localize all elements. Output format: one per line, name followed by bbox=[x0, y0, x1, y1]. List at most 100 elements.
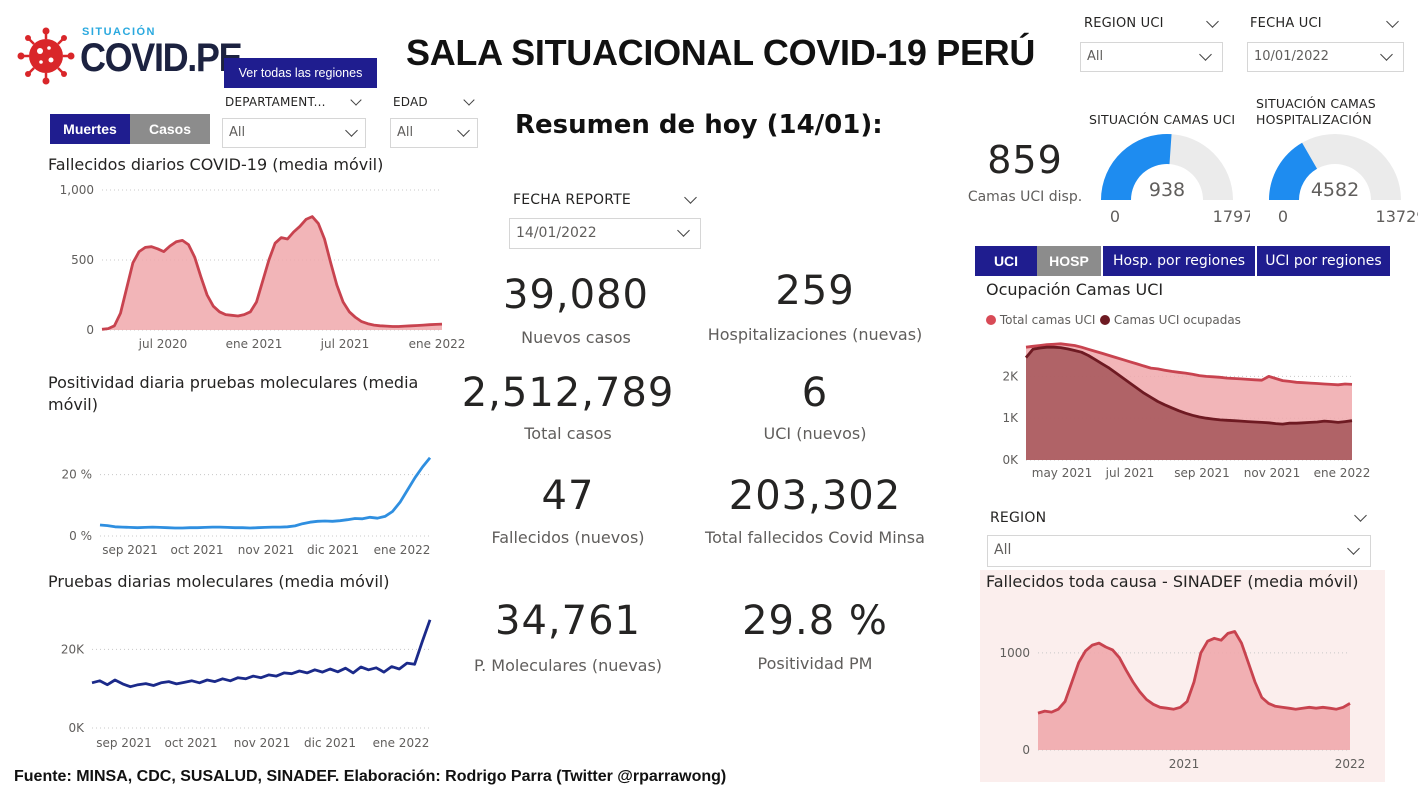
y-tick-label: 1,000 bbox=[60, 183, 94, 197]
tab-hosp[interactable]: HOSP bbox=[1037, 246, 1101, 276]
chevron-down-icon bbox=[677, 224, 690, 237]
series-line-0 bbox=[91, 619, 432, 689]
x-tick-label: jul 2020 bbox=[138, 337, 188, 351]
tab-hosp-por-regiones[interactable]: Hosp. por regiones bbox=[1103, 246, 1255, 276]
region-uci-dropdown[interactable]: All bbox=[1080, 42, 1223, 72]
area-0 bbox=[102, 216, 442, 330]
chevron-down-icon bbox=[1347, 542, 1360, 555]
fecha-uci-value: 10/01/2022 bbox=[1254, 49, 1329, 64]
y-tick-label: 0 bbox=[1022, 743, 1030, 757]
x-tick-label: oct 2021 bbox=[171, 543, 224, 557]
edad-value: All bbox=[397, 125, 414, 140]
gauge-max: 1797 bbox=[1213, 207, 1250, 226]
y-tick-label: 0 bbox=[86, 323, 94, 337]
kpi-uci-value: 6 bbox=[801, 370, 829, 416]
x-tick-label: may 2021 bbox=[1032, 466, 1093, 480]
y-tick-label: 0 % bbox=[69, 529, 92, 543]
see-all-regions-button[interactable]: Ver todas las regiones bbox=[224, 58, 377, 88]
chevron-down-icon[interactable] bbox=[1206, 15, 1219, 28]
chevron-down-icon bbox=[457, 124, 470, 137]
summary-title: Resumen de hoy (14/01): bbox=[515, 110, 883, 140]
kpi-positividad-label: Positividad PM bbox=[757, 654, 873, 673]
kpi-nuevos-casos-value: 39,080 bbox=[503, 272, 649, 318]
sinadef-chart: 0 1000 2021 2022 bbox=[999, 630, 1366, 771]
departamento-value: All bbox=[229, 125, 246, 140]
fecha-reporte-dropdown[interactable]: 14/01/2022 bbox=[509, 218, 701, 249]
legend-camas-ocupadas-label: Camas UCI ocupadas bbox=[1113, 313, 1241, 327]
legend-dot-icon bbox=[986, 315, 996, 325]
tab-uci-por-regiones[interactable]: UCI por regiones bbox=[1257, 246, 1390, 276]
chevron-down-icon[interactable] bbox=[463, 94, 475, 106]
positividad-chart-title: Positividad diaria pruebas moleculares (… bbox=[48, 373, 419, 414]
kpi-hospitalizaciones-label: Hospitalizaciones (nuevas) bbox=[707, 325, 923, 344]
series-line-0 bbox=[1037, 630, 1351, 715]
chevron-down-icon[interactable] bbox=[1386, 15, 1399, 28]
x-tick-label: sep 2021 bbox=[102, 543, 158, 557]
edad-label: EDAD bbox=[393, 95, 428, 109]
logo-big-text: COVID.PE bbox=[80, 36, 243, 80]
y-tick-label: 20K bbox=[61, 642, 85, 656]
legend-dot-icon bbox=[1100, 315, 1110, 325]
region-dropdown[interactable]: All bbox=[987, 535, 1371, 567]
gauge-min: 0 bbox=[1278, 207, 1288, 226]
x-tick-label: ene 2022 bbox=[373, 736, 430, 750]
positividad-chart: 0 % 20 % sep 2021 oct 2021 nov 2021 dic 2021 e… bbox=[62, 456, 432, 557]
chevron-down-icon[interactable] bbox=[684, 191, 697, 204]
fallecidos-chart: 0 500 1,000 jul 2020 ene 2021 jul 2021 ene 202… bbox=[60, 183, 466, 351]
kpi-nuevos-casos-label: Nuevos casos bbox=[521, 328, 631, 347]
fallecidos-chart-title: Fallecidos diarios COVID-19 (media móvil… bbox=[48, 155, 384, 174]
gauge-hosp-title-1: SITUACIÓN CAMAS bbox=[1256, 96, 1376, 111]
chevron-down-icon bbox=[345, 124, 358, 137]
edad-dropdown[interactable]: All bbox=[390, 118, 478, 148]
fecha-uci-label: FECHA UCI bbox=[1250, 16, 1322, 31]
ocupacion-uci-title: Ocupación Camas UCI bbox=[986, 280, 1164, 299]
chevron-down-icon[interactable] bbox=[1354, 509, 1367, 522]
x-tick-label: 2022 bbox=[1335, 757, 1366, 771]
kpi-positividad-value: 29.8 % bbox=[742, 598, 888, 644]
tab-uci[interactable]: UCI bbox=[975, 246, 1037, 276]
gauge-hosp: 4582 0 13729 bbox=[1269, 134, 1418, 226]
region-uci-label: REGION UCI bbox=[1084, 16, 1164, 31]
casos-toggle[interactable]: Casos bbox=[130, 114, 210, 144]
ocupacion-uci-chart: 0K 1K 2K may 2021 jul 2021 sep 2021 nov 2021 en… bbox=[1002, 342, 1370, 480]
kpi-moleculares-value: 34,761 bbox=[495, 598, 641, 644]
logo-small-text: SITUACIÓN bbox=[82, 26, 156, 38]
chevron-down-icon bbox=[1199, 48, 1212, 61]
region-label: REGION bbox=[990, 510, 1047, 526]
region-uci-value: All bbox=[1087, 49, 1104, 64]
kpi-fallecidos-label: Fallecidos (nuevos) bbox=[491, 528, 645, 547]
area-0 bbox=[1038, 631, 1350, 750]
series-line-1 bbox=[1024, 345, 1353, 426]
kpi-uci-label: UCI (nuevos) bbox=[763, 424, 867, 443]
series-line-0 bbox=[99, 456, 432, 530]
sinadef-chart-title: Fallecidos toda causa - SINADEF (media m… bbox=[986, 572, 1359, 591]
gauge-min: 0 bbox=[1110, 207, 1120, 226]
x-tick-label: dic 2021 bbox=[307, 543, 359, 557]
uci-available-label: Camas UCI disp. bbox=[967, 189, 1083, 205]
series-area-1 bbox=[1026, 347, 1352, 460]
legend-total-camas-label: Total camas UCI bbox=[999, 313, 1096, 327]
kpi-total-casos-value: 2,512,789 bbox=[461, 370, 675, 416]
region-value: All bbox=[994, 542, 1012, 558]
x-tick-label: jul 2021 bbox=[320, 337, 370, 351]
x-tick-label: ene 2021 bbox=[226, 337, 283, 351]
kpi-total-fallecidos-value: 203,302 bbox=[728, 473, 902, 519]
gauge-uci: 938 0 1797 bbox=[1101, 134, 1250, 226]
departamento-dropdown[interactable]: All bbox=[222, 118, 366, 148]
gauge-hosp-title-2: HOSPITALIZACIÓN bbox=[1256, 112, 1372, 127]
muertes-toggle[interactable]: Muertes bbox=[50, 114, 130, 144]
fecha-uci-dropdown[interactable]: 10/01/2022 bbox=[1247, 42, 1404, 72]
x-tick-label: ene 2022 bbox=[409, 337, 466, 351]
fecha-reporte-label: FECHA REPORTE bbox=[513, 192, 631, 208]
kpi-total-fallecidos-label: Total fallecidos Covid Minsa bbox=[705, 528, 925, 547]
chevron-down-icon[interactable] bbox=[350, 94, 362, 106]
kpi-hospitalizaciones-value: 259 bbox=[775, 268, 855, 314]
page-title: SALA SITUACIONAL COVID-19 PERÚ bbox=[406, 32, 1036, 73]
gauge-fill bbox=[1101, 134, 1172, 200]
departamento-label: DEPARTAMENT... bbox=[225, 95, 326, 109]
y-tick-label: 1000 bbox=[999, 646, 1030, 660]
footer-source: Fuente: MINSA, CDC, SUSALUD, SINADEF. El… bbox=[14, 768, 727, 785]
x-tick-label: jul 2021 bbox=[1105, 466, 1155, 480]
y-tick-label: 0K bbox=[68, 721, 85, 735]
uci-available-value: 859 bbox=[987, 138, 1063, 182]
